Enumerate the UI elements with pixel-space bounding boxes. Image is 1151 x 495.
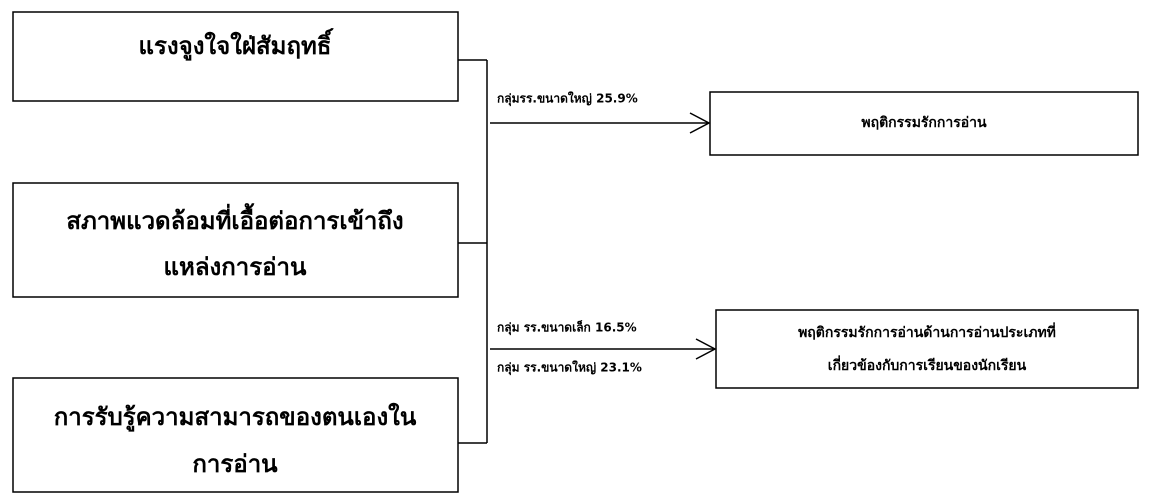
outcome-box [715,309,1139,389]
node-label: เกี่ยวข้องกับการเรียนของนักเรียน [828,355,1027,374]
factor-box [12,11,459,102]
node-label: แหล่งการอ่าน [164,253,308,281]
outcome-box [709,91,1139,156]
edge-label: กลุ่ม รร.ขนาดใหญ่ 23.1% [497,360,642,376]
node-label: พฤติกรรมรักการอ่าน [861,115,987,131]
factor-box [12,377,459,493]
node-label: การรับรู้ความสามารถของตนเองใน [54,402,417,432]
factor-box [12,182,459,298]
node-label: พฤติกรรมรักการอ่านด้านการอ่านประเภทที่ [798,322,1056,341]
node-label: สภาพแวดล้อมที่เอื้อต่อการเข้าถึง [66,202,403,235]
node-label: แรงจูงใจใฝ่สัมฤทธิ์ [139,28,334,61]
arrow-head [695,338,717,360]
node-label: การอ่าน [192,450,278,478]
edge-label: กลุ่มรร.ขนาดใหญ่ 25.9% [497,91,638,107]
arrow-head [689,112,711,134]
edge-label: กลุ่ม รร.ขนาดเล็ก 16.5% [497,320,637,336]
